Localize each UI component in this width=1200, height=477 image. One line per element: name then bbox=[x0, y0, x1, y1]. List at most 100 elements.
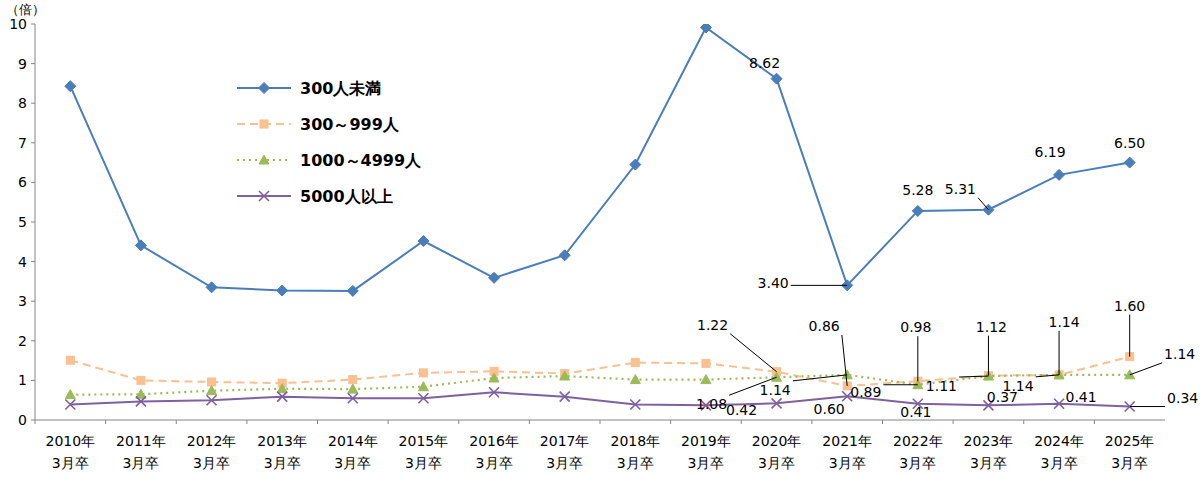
y-tick-label: 2 bbox=[18, 333, 27, 349]
x-tick bbox=[953, 420, 954, 424]
data-point bbox=[418, 382, 428, 391]
x-tick bbox=[317, 420, 318, 424]
x-tick bbox=[1023, 420, 1024, 424]
x-tick-label-line: 3月卒 bbox=[405, 455, 442, 471]
data-point bbox=[631, 359, 639, 367]
y-tick bbox=[31, 380, 35, 381]
x-tick-label-line: 3月卒 bbox=[899, 455, 936, 471]
x-tick-label-line: 2011年 bbox=[116, 433, 166, 449]
leader-line bbox=[1130, 406, 1165, 407]
legend-label: 1000～4999人 bbox=[300, 151, 422, 170]
y-tick-label: 6 bbox=[18, 174, 27, 190]
data-point bbox=[489, 272, 500, 283]
data-point bbox=[912, 205, 923, 216]
y-tick bbox=[31, 261, 35, 262]
y-axis-label: （倍） bbox=[6, 2, 45, 17]
data-label: 1.22 bbox=[697, 317, 728, 333]
data-point bbox=[772, 372, 782, 381]
data-label: 1.14 bbox=[1048, 314, 1079, 330]
x-tick-label-line: 2020年 bbox=[752, 433, 802, 449]
x-tick-label: 2025年3月卒 bbox=[1105, 433, 1155, 471]
data-point bbox=[630, 375, 640, 384]
x-tick-label: 2016年 3月卒 bbox=[469, 433, 519, 471]
x-tick-label: 2021年3月卒 bbox=[822, 433, 872, 471]
y-tick-label: 1 bbox=[18, 372, 27, 388]
legend-label: 5000人以上 bbox=[300, 187, 393, 206]
leader-line bbox=[1036, 375, 1059, 377]
x-tick-label-line: 3月卒 bbox=[264, 455, 301, 471]
x-tick-label: 2013年3月卒 bbox=[257, 433, 307, 471]
leader-line bbox=[988, 336, 989, 376]
series bbox=[65, 370, 1134, 399]
x-tick-label: 2014年3月卒 bbox=[328, 433, 378, 471]
data-point bbox=[65, 400, 75, 410]
leader-line bbox=[1129, 315, 1130, 357]
x-tick-label-line: 2012年 bbox=[187, 433, 237, 449]
y-tick-label: 10 bbox=[9, 16, 27, 32]
data-label: 0.42 bbox=[726, 402, 757, 418]
data-point bbox=[700, 24, 711, 33]
data-label: 6.19 bbox=[1034, 144, 1065, 160]
data-point bbox=[842, 370, 852, 379]
data-label: 8.62 bbox=[749, 55, 780, 71]
x-tick-label-line: 3月卒 bbox=[829, 455, 866, 471]
x-tick-label: 2020年3月卒 bbox=[752, 433, 802, 471]
data-point bbox=[1054, 169, 1065, 180]
data-point bbox=[348, 393, 358, 403]
data-labels: 8.623.405.285.316.196.501.220.860.981.12… bbox=[696, 55, 1198, 420]
data-label: 5.28 bbox=[902, 182, 933, 198]
x-tick-label-line: 2018年 bbox=[610, 433, 660, 449]
x-tick-label-line: 2016年 bbox=[469, 433, 519, 449]
data-point bbox=[277, 392, 287, 402]
data-label: 0.86 bbox=[809, 318, 840, 334]
data-label: 0.89 bbox=[850, 384, 881, 400]
data-point bbox=[348, 384, 358, 393]
plot-area bbox=[65, 24, 1135, 412]
x-tick-label: 2015年 3月卒 bbox=[399, 433, 449, 471]
y-tick-label: 4 bbox=[18, 254, 27, 270]
data-label: 0.98 bbox=[900, 319, 931, 335]
data-point bbox=[560, 392, 570, 402]
x-tick-label-line: 3月卒 bbox=[476, 455, 513, 471]
x-tick bbox=[388, 420, 389, 424]
legend-marker bbox=[259, 191, 269, 201]
y-tick bbox=[31, 222, 35, 223]
y-tick bbox=[31, 340, 35, 341]
leader-line bbox=[883, 384, 917, 385]
y-tick bbox=[31, 182, 35, 183]
y-tick bbox=[31, 24, 35, 25]
data-point bbox=[207, 386, 217, 395]
data-label: 0.41 bbox=[900, 404, 931, 420]
legend-label: 300～999人 bbox=[300, 115, 400, 134]
data-label: 0.41 bbox=[1065, 389, 1096, 405]
data-point bbox=[559, 250, 570, 261]
x-tick-label-line: 2024年 bbox=[1034, 433, 1084, 449]
x-tick-label-line: 2017年 bbox=[540, 433, 590, 449]
series-line bbox=[70, 28, 1129, 291]
leader-line bbox=[1130, 363, 1162, 375]
x-tick bbox=[741, 420, 742, 424]
data-point bbox=[347, 285, 358, 296]
legend-label: 300人未満 bbox=[300, 79, 381, 98]
leader-line bbox=[730, 334, 776, 372]
y-tick-label: 3 bbox=[18, 293, 27, 309]
data-point bbox=[772, 398, 782, 408]
x-tick bbox=[246, 420, 247, 424]
series-line bbox=[70, 375, 1129, 395]
x-tick-label-line: 3月卒 bbox=[334, 455, 371, 471]
legend: 300人未満 300～999人 1000～4999人 5000人以上 bbox=[237, 79, 422, 206]
y-tick bbox=[31, 301, 35, 302]
data-point bbox=[135, 240, 146, 251]
x-tick-label-line: 2015年 bbox=[399, 433, 449, 449]
x-tick bbox=[176, 420, 177, 424]
data-point bbox=[65, 81, 76, 92]
data-point bbox=[419, 369, 427, 377]
x-tick-label-line: 3月卒 bbox=[1111, 455, 1148, 471]
x-tick bbox=[458, 420, 459, 424]
y-tick-label: 9 bbox=[18, 56, 27, 72]
x-tick-label-line: 2022年 bbox=[893, 433, 943, 449]
x-tick bbox=[1094, 420, 1095, 424]
x-tick bbox=[670, 420, 671, 424]
x-tick bbox=[882, 420, 883, 424]
x-tick-label: 2018年3月卒 bbox=[610, 433, 660, 471]
